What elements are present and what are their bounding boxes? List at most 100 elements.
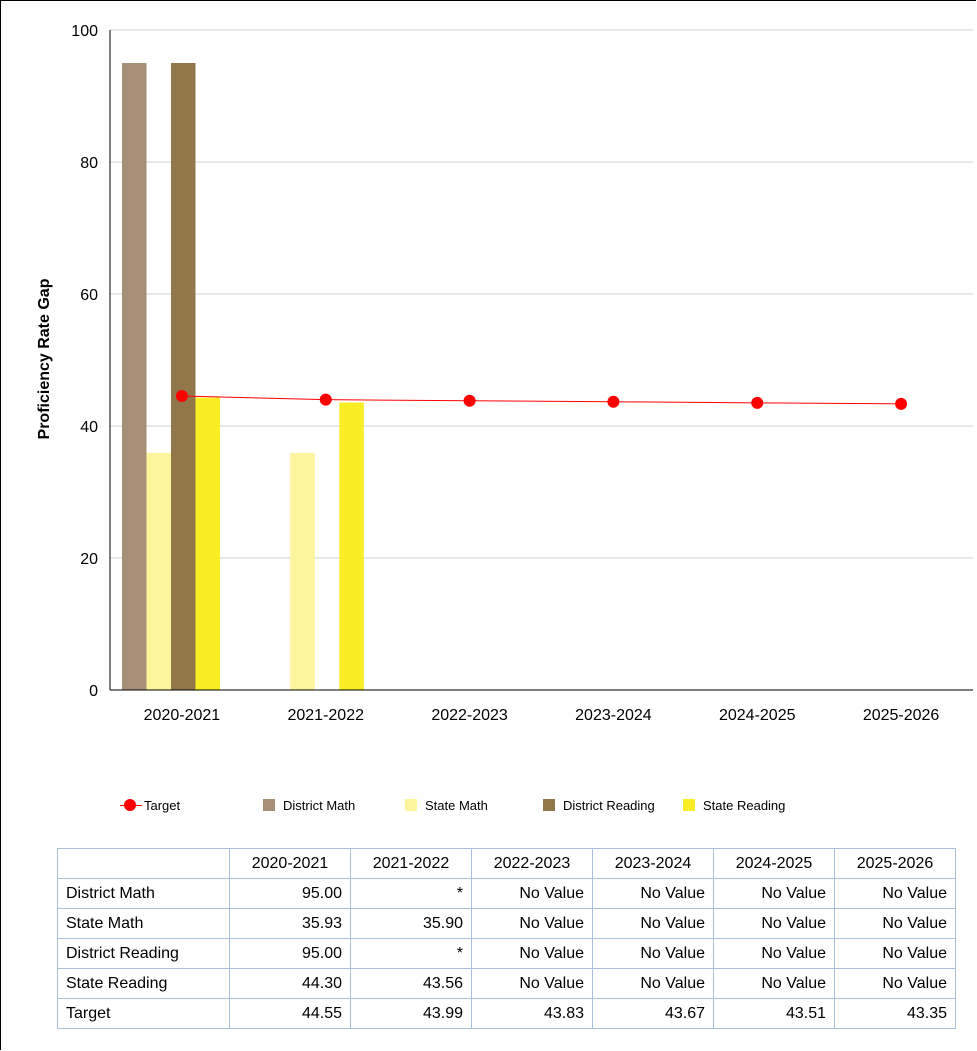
gridlines	[110, 29, 973, 559]
table-cell: 44.55	[229, 998, 351, 1029]
y-tick-label: 0	[89, 683, 98, 700]
x-tick-labels: 2020-2021 2021-2022 2022-2023 2023-2024 2024…	[144, 707, 940, 724]
target-point	[895, 397, 908, 410]
target-point	[607, 395, 620, 408]
x-tick-label: 2020-2021	[144, 707, 221, 724]
column-header: 2020-2021	[229, 848, 351, 879]
table-cell: *	[350, 938, 472, 969]
x-tick-label: 2021-2022	[287, 707, 364, 724]
legend-swatch	[405, 799, 417, 811]
table-corner-cell	[57, 848, 230, 879]
legend-label: State Reading	[703, 797, 786, 813]
legend-swatch	[263, 799, 275, 811]
row-label: State Reading	[57, 968, 230, 999]
legend-item-district-math: District Math	[263, 795, 355, 815]
y-axis-title: Proficiency Rate Gap	[36, 278, 53, 439]
table-cell: No Value	[713, 908, 835, 939]
table-cell: No Value	[834, 908, 956, 939]
target-point	[175, 389, 188, 402]
axes	[109, 30, 973, 691]
bar-district-math	[122, 63, 147, 690]
table-cell: 43.83	[471, 998, 593, 1029]
y-tick-label: 60	[80, 287, 98, 304]
legend-swatch	[683, 799, 695, 811]
table-row: State Math 35.93 35.90 No Value No Value No V…	[57, 908, 956, 939]
legend-label: District Math	[283, 797, 356, 813]
legend-label: District Reading	[563, 797, 655, 813]
table-cell: No Value	[713, 968, 835, 999]
y-tick-label: 20	[80, 551, 98, 568]
table-cell: No Value	[471, 878, 593, 909]
bar-state-reading	[339, 402, 364, 690]
x-tick-label: 2024-2025	[719, 707, 796, 724]
column-header: 2021-2022	[350, 848, 472, 879]
table-cell: 44.30	[229, 968, 351, 999]
target-point	[751, 396, 764, 409]
target-point	[319, 393, 332, 406]
table-cell: 43.35	[834, 998, 956, 1029]
table-cell: No Value	[471, 938, 593, 969]
y-tick-label: 100	[71, 23, 98, 40]
table-cell: No Value	[592, 908, 714, 939]
row-label: District Math	[57, 878, 230, 909]
table-header-row: 2020-2021 2021-2022 2022-2023 2023-2024 2024…	[57, 848, 956, 879]
table-cell: No Value	[471, 968, 593, 999]
table-cell: No Value	[834, 878, 956, 909]
target-line	[181, 395, 902, 405]
x-tick-label: 2025-2026	[863, 707, 940, 724]
legend-marker-icon	[120, 798, 142, 812]
table-cell: No Value	[834, 968, 956, 999]
legend-swatch	[543, 799, 555, 811]
table-cell: 35.93	[229, 908, 351, 939]
table-cell: 43.51	[713, 998, 835, 1029]
table-cell: No Value	[471, 908, 593, 939]
table-cell: No Value	[592, 968, 714, 999]
y-tick-label: 40	[80, 419, 98, 436]
row-label: Target	[57, 998, 230, 1029]
table-cell: 35.90	[350, 908, 472, 939]
table-body: District Math 95.00 * No Value No Value No Va…	[57, 878, 956, 1029]
bars	[122, 63, 364, 690]
bar-state-math	[146, 452, 171, 690]
chart: 0 20 40 60 80 100 2020-2021 2021-2022 2022-2023…	[36, 23, 973, 724]
legend-label: Target	[144, 797, 181, 813]
row-label: State Math	[57, 908, 230, 939]
table-cell: 43.56	[350, 968, 472, 999]
column-header: 2024-2025	[713, 848, 835, 879]
bar-state-reading	[195, 397, 220, 690]
legend-item-district-reading: District Reading	[543, 795, 655, 815]
y-tick-label: 80	[80, 155, 98, 172]
table-header: 2020-2021 2021-2022 2022-2023 2023-2024 2024…	[57, 848, 956, 879]
legend-item-target: Target	[120, 795, 180, 815]
table-row: District Reading 95.00 * No Value No Value No…	[57, 938, 956, 969]
table-cell: No Value	[713, 938, 835, 969]
table-row: State Reading 44.30 43.56 No Value No Value N…	[57, 968, 956, 999]
table-cell: 95.00	[229, 938, 351, 969]
legend: Target District Math State Math District Re…	[120, 795, 880, 815]
column-header: 2023-2024	[592, 848, 714, 879]
table-cell: No Value	[592, 878, 714, 909]
x-tick-label: 2022-2023	[431, 707, 508, 724]
table-row: Target 44.55 43.99 43.83 43.67 43.51 43.35	[57, 998, 956, 1029]
table-cell: No Value	[713, 878, 835, 909]
column-header: 2025-2026	[834, 848, 956, 879]
legend-label: State Math	[425, 797, 488, 813]
table-cell: No Value	[592, 938, 714, 969]
legend-item-state-reading: State Reading	[683, 795, 785, 815]
legend-item-state-math: State Math	[405, 795, 488, 815]
table-cell: 43.99	[350, 998, 472, 1029]
target-line-series	[175, 389, 908, 410]
bar-district-reading	[171, 63, 196, 690]
target-point	[463, 394, 476, 407]
table-cell: *	[350, 878, 472, 909]
table-row: District Math 95.00 * No Value No Value No Va…	[57, 878, 956, 909]
table-cell: No Value	[834, 938, 956, 969]
column-header: 2022-2023	[471, 848, 593, 879]
table-cell: 43.67	[592, 998, 714, 1029]
table-cell: 95.00	[229, 878, 351, 909]
row-label: District Reading	[57, 938, 230, 969]
data-table: 2020-2021 2021-2022 2022-2023 2023-2024 2024…	[57, 848, 956, 1029]
x-tick-label: 2023-2024	[575, 707, 652, 724]
bar-state-math	[290, 453, 315, 690]
